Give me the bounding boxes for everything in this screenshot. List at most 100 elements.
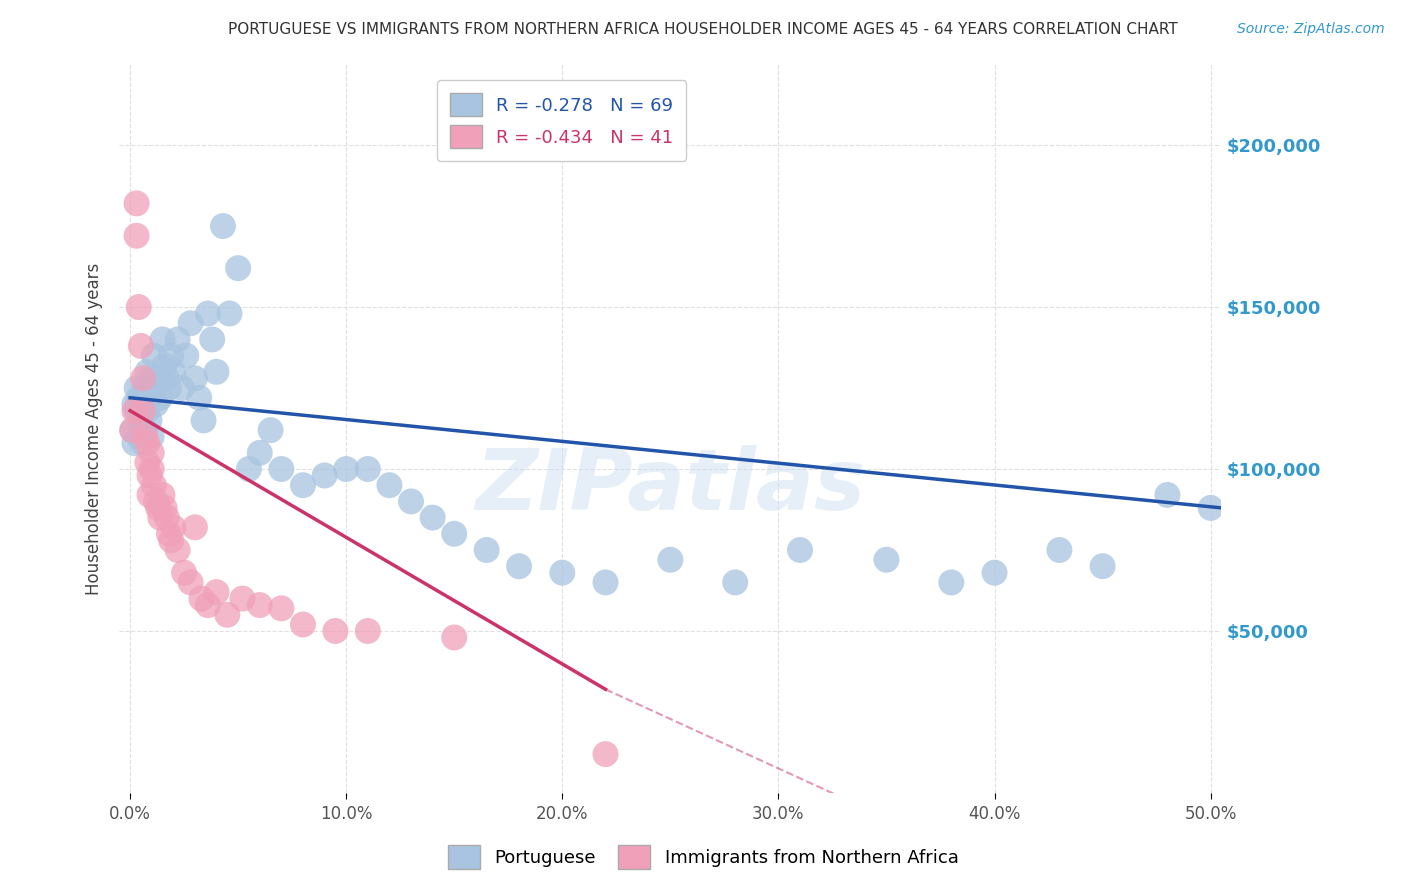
Point — [876, 552, 898, 566]
Point — [132, 371, 155, 385]
Point — [249, 598, 271, 612]
Point — [142, 349, 165, 363]
Point — [357, 624, 380, 638]
Point — [1047, 543, 1070, 558]
Point — [156, 371, 179, 385]
Point — [443, 631, 465, 645]
Point — [475, 543, 498, 558]
Point — [134, 423, 156, 437]
Point — [124, 403, 146, 417]
Point — [141, 446, 163, 460]
Point — [197, 598, 219, 612]
Point — [983, 566, 1005, 580]
Point — [174, 349, 197, 363]
Point — [212, 219, 235, 233]
Point — [121, 423, 143, 437]
Point — [259, 423, 281, 437]
Point — [129, 339, 152, 353]
Point — [190, 591, 212, 606]
Point — [184, 371, 207, 385]
Point — [157, 381, 180, 395]
Point — [138, 468, 160, 483]
Point — [238, 462, 260, 476]
Point — [659, 552, 682, 566]
Point — [180, 575, 202, 590]
Point — [357, 462, 380, 476]
Point — [335, 462, 357, 476]
Point — [149, 391, 172, 405]
Point — [205, 365, 228, 379]
Point — [132, 403, 155, 417]
Point — [180, 316, 202, 330]
Point — [152, 333, 174, 347]
Point — [291, 478, 314, 492]
Point — [231, 591, 253, 606]
Y-axis label: Householder Income Ages 45 - 64 years: Householder Income Ages 45 - 64 years — [86, 262, 103, 595]
Point — [141, 462, 163, 476]
Point — [314, 468, 336, 483]
Point — [249, 446, 271, 460]
Point — [145, 494, 167, 508]
Point — [153, 500, 176, 515]
Point — [422, 510, 444, 524]
Point — [443, 526, 465, 541]
Point — [595, 747, 617, 761]
Point — [595, 575, 617, 590]
Point — [138, 488, 160, 502]
Point — [157, 526, 180, 541]
Point — [789, 543, 811, 558]
Point — [145, 397, 167, 411]
Point — [166, 543, 188, 558]
Point — [1199, 500, 1222, 515]
Point — [205, 585, 228, 599]
Point — [121, 423, 143, 437]
Point — [141, 371, 163, 385]
Point — [270, 462, 292, 476]
Point — [124, 436, 146, 450]
Point — [124, 397, 146, 411]
Point — [217, 607, 239, 622]
Point — [188, 391, 211, 405]
Point — [156, 510, 179, 524]
Point — [291, 617, 314, 632]
Point — [197, 306, 219, 320]
Point — [166, 333, 188, 347]
Text: ZIPatlas: ZIPatlas — [475, 445, 866, 528]
Point — [138, 413, 160, 427]
Point — [270, 601, 292, 615]
Point — [160, 349, 183, 363]
Legend: Portuguese, Immigrants from Northern Africa: Portuguese, Immigrants from Northern Afr… — [440, 838, 966, 876]
Legend: R = -0.278   N = 69, R = -0.434   N = 41: R = -0.278 N = 69, R = -0.434 N = 41 — [437, 80, 686, 161]
Point — [399, 494, 422, 508]
Point — [149, 510, 172, 524]
Point — [226, 261, 249, 276]
Point — [142, 381, 165, 395]
Point — [193, 413, 215, 427]
Point — [146, 371, 169, 385]
Point — [125, 228, 148, 243]
Point — [170, 381, 193, 395]
Point — [724, 575, 747, 590]
Point — [125, 381, 148, 395]
Point — [1091, 559, 1114, 574]
Point — [136, 436, 159, 450]
Point — [125, 403, 148, 417]
Point — [184, 520, 207, 534]
Point — [218, 306, 240, 320]
Point — [508, 559, 530, 574]
Point — [162, 365, 184, 379]
Point — [142, 478, 165, 492]
Point — [551, 566, 574, 580]
Point — [162, 520, 184, 534]
Text: Source: ZipAtlas.com: Source: ZipAtlas.com — [1237, 22, 1385, 37]
Point — [128, 391, 150, 405]
Point — [173, 566, 195, 580]
Point — [146, 500, 169, 515]
Point — [152, 488, 174, 502]
Point — [201, 333, 224, 347]
Point — [125, 196, 148, 211]
Point — [378, 478, 401, 492]
Point — [132, 436, 155, 450]
Point — [136, 456, 159, 470]
Point — [134, 429, 156, 443]
